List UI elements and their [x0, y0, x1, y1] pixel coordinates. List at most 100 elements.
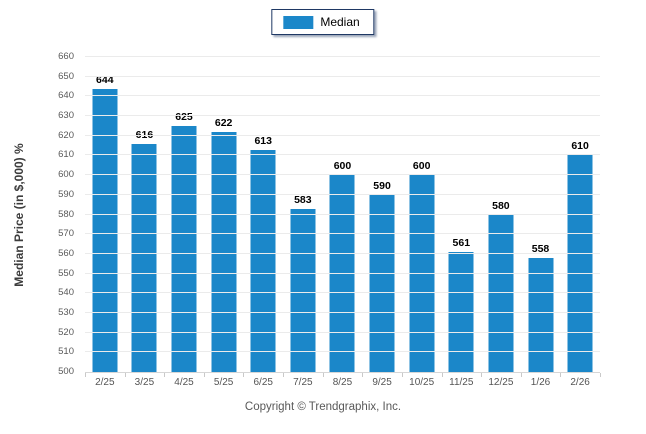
x-axis-tick-label: 12/25 — [488, 377, 514, 388]
bar-slot-10/25: 600 — [402, 57, 442, 372]
x-axis-tick-label: 2/26 — [570, 377, 590, 388]
gridline — [85, 115, 600, 117]
x-axis-line — [85, 372, 600, 373]
y-axis-tick-label: 630 — [58, 110, 74, 122]
x-axis-tick — [481, 373, 483, 377]
gridline — [85, 193, 600, 195]
x-axis-tick-label: 1/26 — [530, 377, 551, 388]
x-axis-tick — [401, 373, 403, 377]
bar-6/25 — [250, 149, 276, 372]
x-axis-tick — [243, 373, 245, 377]
bar-value-label: 625 — [175, 110, 193, 123]
x-axis-tick-label: 4/25 — [174, 377, 194, 388]
bar-value-label: 580 — [492, 199, 510, 212]
x-axis-tick-label: 5/25 — [213, 377, 234, 388]
bar-value-label: 590 — [373, 179, 391, 192]
bar-value-label: 561 — [452, 236, 471, 249]
gridline — [85, 331, 600, 333]
gridline — [85, 213, 600, 215]
gridline — [85, 351, 600, 353]
x-axis-tick — [362, 373, 364, 377]
bar-10/25 — [409, 175, 435, 372]
bar-value-label: 558 — [531, 242, 550, 255]
bar-slot-2/26: 610 — [560, 57, 600, 372]
x-axis-tick — [203, 373, 205, 377]
x-axis-tick-label: 3/25 — [134, 377, 155, 388]
y-axis-tick-label: 590 — [58, 188, 74, 200]
bar-slot-12/25: 580 — [481, 57, 521, 372]
y-axis-tick-label: 500 — [58, 366, 74, 377]
bar-value-label: 616 — [135, 128, 154, 141]
bar-value-label: 600 — [333, 160, 352, 173]
y-axis-tick-label: 510 — [58, 346, 74, 358]
y-axis-tick-label: 580 — [58, 208, 74, 220]
bar-8/25 — [329, 175, 355, 372]
bar-slot-5/25: 622 — [204, 57, 244, 372]
gridline — [85, 252, 600, 254]
y-axis-tick-label: 560 — [58, 247, 74, 259]
x-axis-tick — [124, 373, 126, 377]
gridline — [85, 272, 600, 274]
x-axis-tick — [322, 373, 324, 377]
x-axis-tick — [283, 373, 285, 377]
bar-value-label: 610 — [571, 140, 589, 153]
bar-slot-7/25: 583 — [283, 57, 323, 372]
x-axis-tick-label: 6/25 — [253, 377, 273, 388]
x-axis-tick-label: 9/25 — [372, 377, 392, 388]
bar-12/25 — [488, 214, 514, 372]
y-axis-tick-label: 530 — [58, 306, 74, 318]
bar-slot-8/25: 600 — [323, 57, 363, 372]
gridline — [85, 95, 600, 97]
bar-9/25 — [369, 194, 395, 372]
x-axis-tick-label: 7/25 — [293, 377, 313, 388]
legend-label-median: Median — [320, 15, 360, 29]
y-axis-tick-label: 610 — [58, 149, 74, 161]
bar-slot-2/25: 644 — [85, 57, 125, 372]
x-axis-tick — [520, 373, 522, 377]
x-axis-tick-label: 11/25 — [449, 377, 474, 388]
y-axis-tick-label: 660 — [58, 51, 74, 62]
x-axis-tick — [560, 373, 562, 377]
x-axis-labels: 2/25 3/25 4/25 5/25 6/25 7/25 8/25 9/25 10/25 11/… — [85, 377, 600, 388]
bar-slot-1/26: 558 — [521, 57, 561, 372]
x-axis-tick-label: 2/25 — [95, 377, 115, 388]
y-axis-tick-label: 620 — [58, 129, 74, 141]
bar-7/25 — [290, 208, 316, 372]
gridline — [85, 174, 600, 176]
x-axis-tick — [164, 373, 166, 377]
y-axis-tick-label: 570 — [58, 228, 74, 240]
y-axis-tick-label: 600 — [58, 169, 74, 181]
copyright-text: Copyright © Trendgraphix, Inc. — [244, 401, 402, 413]
y-axis-tick-label: 650 — [58, 70, 74, 82]
bar-3/25 — [131, 143, 157, 372]
bar-value-label: 622 — [214, 116, 233, 129]
plot-area: 644 616 625 622 613 583 600 590 600 561 580 558 610 — [85, 56, 601, 377]
chart-legend: Median — [271, 9, 375, 35]
bar-value-label: 600 — [412, 160, 431, 173]
gridline — [85, 233, 600, 235]
bar-value-label: 613 — [254, 134, 272, 147]
bar-slot-6/25: 613 — [243, 57, 283, 372]
bar-slot-11/25: 561 — [441, 57, 481, 372]
x-axis-tick-label: 10/25 — [409, 377, 435, 388]
bar-2/25 — [92, 88, 118, 372]
gridline — [85, 134, 600, 136]
bar-1/26 — [528, 257, 553, 372]
y-axis-tick-label: 520 — [58, 326, 74, 338]
x-axis-tick — [85, 373, 86, 377]
gridline — [85, 56, 600, 57]
x-axis-tick — [441, 373, 443, 377]
x-axis-tick-label: 8/25 — [332, 377, 353, 388]
bar-slot-9/25: 590 — [362, 57, 402, 372]
y-axis-tick-label: 550 — [58, 267, 74, 279]
legend-swatch-median — [283, 15, 314, 29]
bars-container: 644 616 625 622 613 583 600 590 600 561 580 558 610 — [85, 57, 600, 372]
bar-slot-4/25: 625 — [164, 57, 204, 372]
bar-2/26 — [567, 155, 593, 372]
y-axis-tick-label: 540 — [58, 287, 74, 299]
bar-4/25 — [171, 125, 197, 372]
bar-value-label: 583 — [294, 193, 312, 206]
gridline — [85, 154, 600, 156]
gridline — [85, 75, 600, 77]
